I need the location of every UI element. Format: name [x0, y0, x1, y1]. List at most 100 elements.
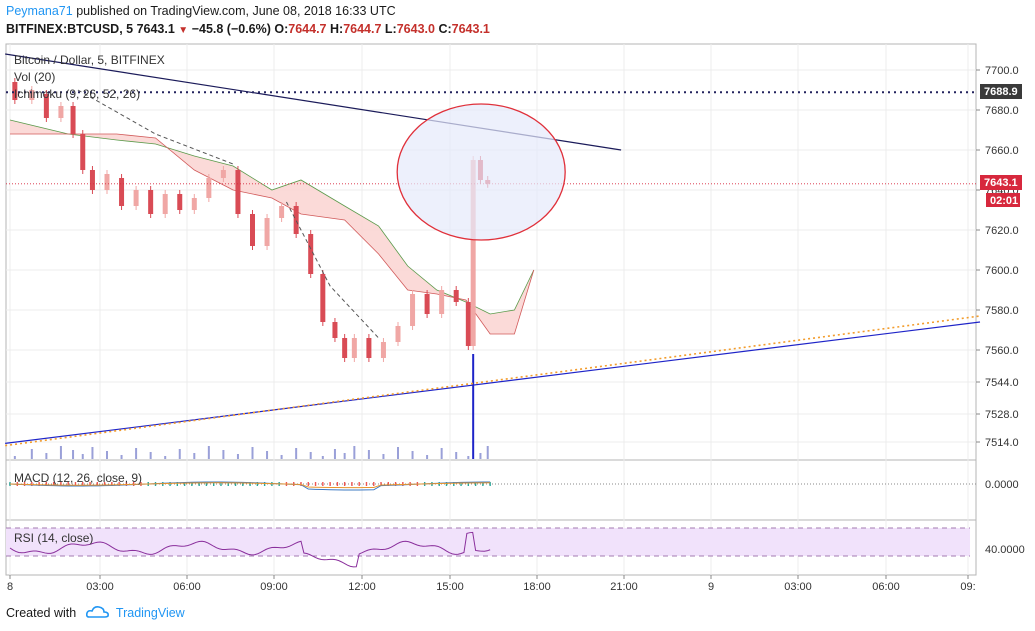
volume-bar: [149, 452, 152, 459]
candle-body: [351, 338, 357, 358]
macd-hist-bar: [52, 482, 55, 486]
open-value: 7644.7: [288, 22, 327, 36]
macd-hist-bar: [103, 482, 106, 486]
macd-hist-bar: [256, 482, 259, 486]
lower-trendline[interactable]: [5, 321, 981, 444]
time-tick-label: 21:00: [610, 581, 638, 593]
dashed-path-2[interactable]: [286, 201, 379, 339]
macd-hist-bar: [387, 482, 389, 486]
volume-bar: [236, 454, 239, 459]
candle-body: [220, 170, 226, 178]
macd-hist-bar: [322, 482, 324, 486]
macd-hist-bar: [467, 482, 470, 486]
last-price-tag: [980, 175, 1022, 190]
volume-bar: [193, 453, 196, 459]
price-tick-label: 7680.0: [985, 105, 1019, 117]
time-axis[interactable]: 8 03:00 06:00 09:00 12:00 15:00 18:00 21:00 9 03:…: [7, 575, 976, 593]
price-tick-label: 7528.0: [985, 409, 1019, 421]
candle-body: [332, 322, 338, 338]
rsi-band: [6, 528, 970, 556]
macd-hist-bar: [314, 482, 317, 486]
rsi-series: [6, 527, 970, 568]
senkou-span-b: [10, 133, 535, 335]
volume-bar: [280, 455, 283, 459]
time-tick-label: 06:00: [872, 581, 900, 593]
footer: Created with TradingView: [6, 605, 185, 622]
macd-hist-bar: [380, 482, 382, 486]
candle-body: [104, 174, 110, 190]
macd-hist-bar: [227, 482, 229, 486]
macd-hist-bar: [125, 482, 128, 486]
candle-body: [264, 218, 270, 246]
time-tick-label: 18:00: [523, 581, 551, 593]
highlight-circle[interactable]: [396, 103, 566, 241]
macd-hist-bar: [242, 482, 244, 486]
volume-bar: [333, 449, 336, 459]
candle-body: [279, 206, 285, 218]
macd-hist-bar: [474, 482, 477, 486]
volume-bar: [397, 447, 399, 459]
candle-body: [206, 178, 212, 198]
volume-bar: [343, 453, 346, 459]
macd-hist-bar: [82, 482, 84, 486]
price-tick-label: 7660.0: [985, 145, 1019, 157]
time-tick-label: 9: [708, 581, 714, 593]
rsi-axis-tick: 40.0000: [985, 544, 1025, 556]
volume-bar: [30, 449, 33, 459]
previous-close-tag-text: 7688.9: [984, 86, 1018, 98]
macd-hist-bar: [96, 482, 98, 486]
macd-hist-bar: [234, 482, 237, 486]
candle-body: [162, 194, 168, 214]
price-tick-label: 7514.0: [985, 437, 1019, 449]
volume-bar: [45, 453, 48, 459]
candle-body: [424, 294, 430, 314]
candle-body: [293, 206, 299, 234]
candle-body: [12, 82, 18, 100]
symbol-ohlc-line: BITFINEX:BTCUSD, 5 7643.1 ▼ −45.8 (−0.6%…: [6, 21, 490, 39]
indicator-ichimoku-label: Ichimoku (9, 26, 52, 26): [14, 87, 140, 101]
symbol-label: BITFINEX:BTCUSD, 5: [6, 22, 134, 36]
rsi-line: [9, 531, 491, 568]
high-label: H:: [330, 22, 344, 36]
macd-hist-bar: [220, 482, 222, 486]
volume-bar: [251, 447, 254, 459]
last-price-tag-text: 7643.1: [984, 177, 1018, 189]
macd-pane[interactable]: [5, 459, 977, 521]
dashed-path-1[interactable]: [77, 89, 234, 165]
candle-body: [395, 326, 401, 342]
tradingview-brand[interactable]: TradingView: [115, 606, 185, 620]
macd-axis-tick: 0.0000: [985, 479, 1019, 491]
volume-bar: [164, 456, 167, 459]
candle-body: [177, 194, 183, 210]
orange-dotted-trendline[interactable]: [5, 315, 981, 447]
volume-bar: [266, 451, 269, 459]
senkou-span-a: [9, 119, 535, 315]
author-link[interactable]: Peymana71: [6, 4, 73, 18]
macd-hist-bar: [74, 482, 77, 486]
candles: [12, 78, 491, 362]
macd-hist-bar: [183, 482, 186, 486]
macd-hist-bar: [453, 482, 455, 486]
low-label: L:: [384, 22, 397, 36]
close-value: 7643.1: [451, 22, 490, 36]
chart-canvas[interactable]: Bitcoin / Dollar, 5, BITFINEX Vol (20) I…: [0, 0, 1035, 600]
volume-bar: [367, 450, 370, 459]
macd-hist-bar: [38, 482, 40, 486]
price-tick-label: 7560.0: [985, 345, 1019, 357]
candle-body: [308, 234, 314, 274]
volume-bar: [120, 455, 123, 459]
candle-body: [191, 198, 197, 210]
ichimoku-cloud: [9, 119, 535, 335]
macd-hist-bar: [460, 482, 462, 486]
price-axis[interactable]: 7700.07680.07660.07640.07620.07600.07580…: [976, 65, 1019, 449]
rsi-label: RSI (14, close): [14, 531, 93, 545]
volume-bar: [135, 448, 138, 459]
time-tick-label: 09:00: [260, 581, 288, 593]
macd-hist-bar: [176, 482, 179, 486]
volume-bar: [455, 452, 458, 459]
low-value: 7643.0: [396, 22, 435, 36]
volume-bar: [486, 446, 489, 459]
tradingview-cloud-icon: [85, 606, 109, 618]
macd-hist-bar: [329, 482, 331, 486]
macd-hist-bar: [31, 482, 33, 486]
